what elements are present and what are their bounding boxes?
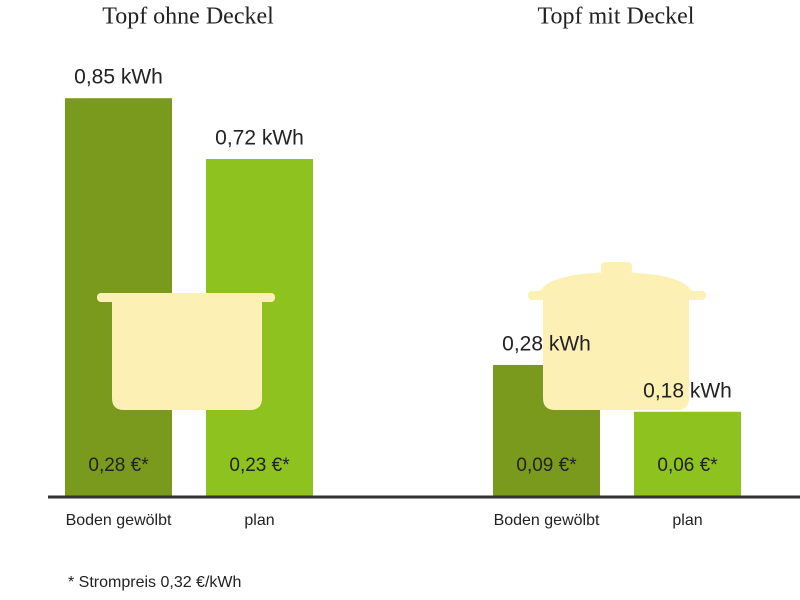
x-tick-label: Boden gewölbt bbox=[66, 512, 172, 529]
value-label: 0,85 kWh bbox=[74, 66, 163, 89]
x-tick-label: plan bbox=[244, 512, 274, 529]
cost-label: 0,23 €* bbox=[229, 455, 290, 476]
pot-with-lid bbox=[528, 262, 706, 410]
panel-title: Topf mit Deckel bbox=[538, 4, 695, 30]
cost-label: 0,06 €* bbox=[657, 455, 718, 476]
x-tick-label: Boden gewölbt bbox=[494, 512, 600, 529]
bar bbox=[634, 411, 741, 496]
value-label: 0,72 kWh bbox=[215, 127, 304, 150]
value-label: 0,28 kWh bbox=[502, 333, 591, 356]
pot-without-lid bbox=[97, 293, 275, 410]
panel-title: Topf ohne Deckel bbox=[102, 4, 274, 30]
cost-label: 0,28 €* bbox=[88, 455, 149, 476]
cost-label: 0,09 €* bbox=[516, 455, 577, 476]
value-label: 0,18 kWh bbox=[643, 379, 732, 402]
footnote: * Strompreis 0,32 €/kWh bbox=[68, 574, 241, 591]
labels: Topf ohne Deckel 0,85 kWh 0,28 €* Boden gew… bbox=[66, 4, 732, 530]
x-tick-label: plan bbox=[672, 512, 702, 529]
